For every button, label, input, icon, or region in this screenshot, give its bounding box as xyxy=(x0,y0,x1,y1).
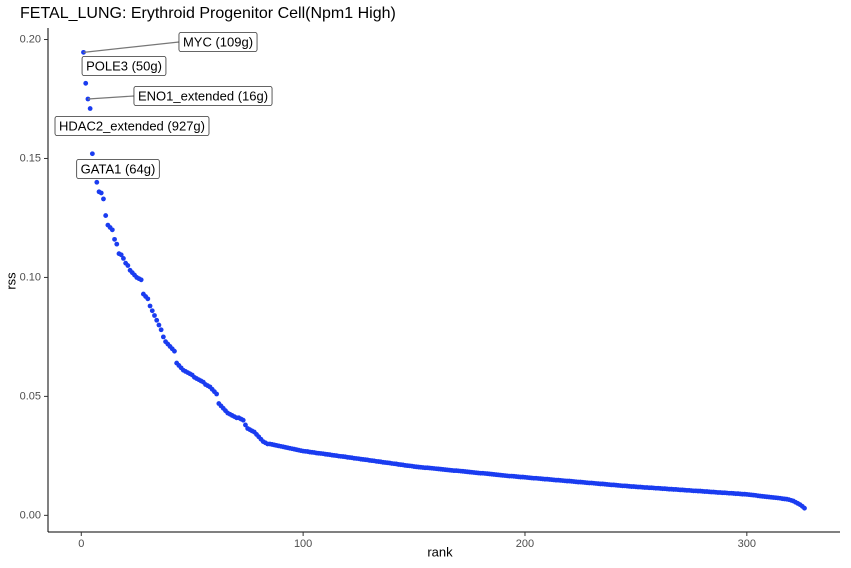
point xyxy=(114,241,120,247)
point xyxy=(240,417,246,423)
x-tick-label: 200 xyxy=(516,538,534,550)
point xyxy=(109,227,115,233)
annotation-label: HDAC2_extended (927g) xyxy=(59,118,205,133)
point xyxy=(158,327,164,333)
annotation-box xyxy=(54,116,210,136)
annotation-label: GATA1 (64g) xyxy=(81,161,156,176)
point xyxy=(147,303,153,309)
point xyxy=(101,196,106,202)
annotation-connector xyxy=(83,41,180,53)
annotation-box xyxy=(76,159,160,179)
point xyxy=(145,296,151,302)
y-tick-label: 0.10 xyxy=(20,271,41,283)
y-tick-label: 0.05 xyxy=(20,390,41,402)
point xyxy=(98,190,104,196)
point xyxy=(154,317,160,323)
annotation-box xyxy=(81,56,167,76)
point xyxy=(802,505,807,511)
point xyxy=(87,106,93,111)
point xyxy=(118,252,124,258)
x-tick-label: 100 xyxy=(294,538,312,550)
x-tick-label: 0 xyxy=(78,538,84,550)
annotation-connector xyxy=(87,95,134,100)
point xyxy=(172,348,177,354)
y-tick-label: 0.00 xyxy=(20,509,41,521)
point xyxy=(94,179,100,185)
x-axis-label: rank xyxy=(427,544,453,559)
point xyxy=(112,236,117,242)
y-tick-label: 0.20 xyxy=(20,33,41,45)
x-tick-label: 300 xyxy=(738,538,756,550)
point xyxy=(83,80,89,86)
annotation-label: POLE3 (50g) xyxy=(86,58,162,73)
point xyxy=(89,151,95,157)
point xyxy=(156,322,162,328)
y-axis-label: rss xyxy=(3,272,18,290)
point xyxy=(103,213,109,218)
point xyxy=(125,263,131,268)
point xyxy=(121,255,126,261)
point xyxy=(149,308,155,314)
point xyxy=(214,391,220,397)
annotation-label: MYC (109g) xyxy=(183,34,253,49)
point xyxy=(160,334,166,340)
annotation-box xyxy=(178,32,258,52)
annotation-box xyxy=(133,86,273,106)
chart-title: FETAL_LUNG: Erythroid Progenitor Cell(Np… xyxy=(20,5,396,22)
annotation-label: ENO1_extended (16g) xyxy=(138,88,268,103)
point xyxy=(138,277,144,283)
y-tick-label: 0.15 xyxy=(20,152,41,164)
point xyxy=(152,313,157,318)
point xyxy=(243,422,248,428)
